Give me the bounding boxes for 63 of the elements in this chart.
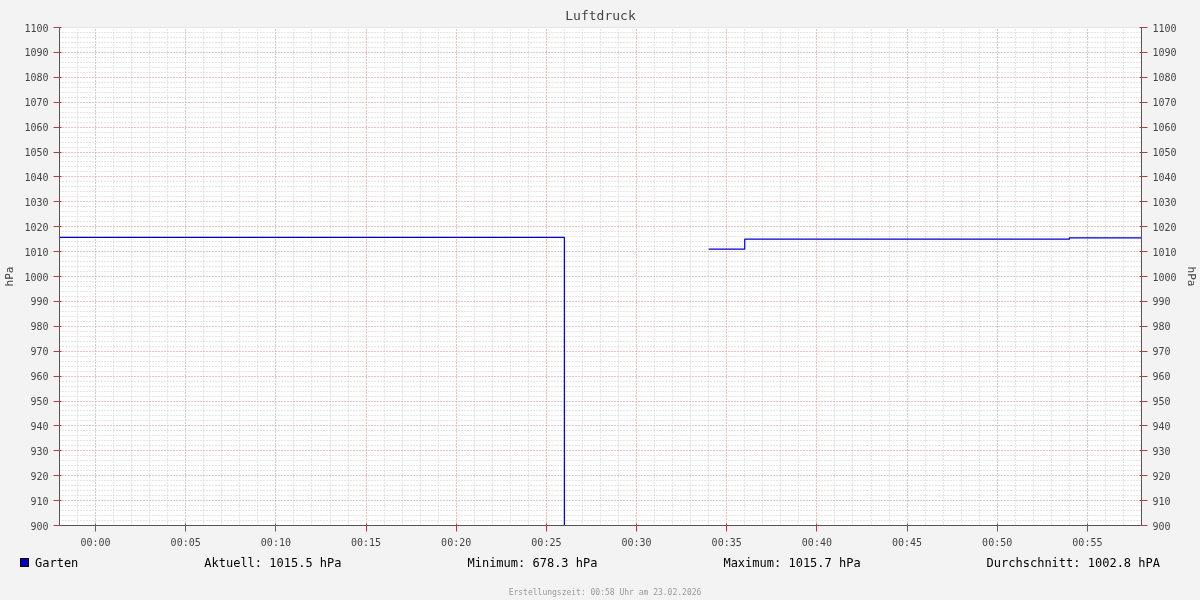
y2-tick-label: 1010 <box>1152 246 1177 258</box>
x-tick-label: 00:00 <box>80 536 111 548</box>
y2-tick-label: 1030 <box>1152 196 1177 208</box>
y2-tick-label: 1040 <box>1152 171 1177 183</box>
x-tick-label: 00:35 <box>711 536 742 548</box>
y-tick-label: 1030 <box>24 196 49 208</box>
y-tick-label: 1060 <box>24 122 49 134</box>
x-tick-label: 00:05 <box>170 536 201 548</box>
y2-tick-label: 1100 <box>1152 22 1177 34</box>
x-tick-label: 00:20 <box>441 536 472 548</box>
x-tick-label: 00:10 <box>260 536 291 548</box>
y-tick-label: 1040 <box>24 171 49 183</box>
y2-tick-label: 1020 <box>1152 221 1177 233</box>
text: Aktuell: 1015.5 hPa <box>204 555 342 572</box>
y2-tick-label: 930 <box>1152 445 1171 457</box>
y-tick-label: 1090 <box>24 47 49 59</box>
y2-tick-label: 950 <box>1152 396 1171 407</box>
y-axis-title: hPa <box>3 266 17 287</box>
y2-tick-label: 1070 <box>1152 97 1177 109</box>
y-tick-label: 1100 <box>24 22 49 34</box>
y-tick-label: 1010 <box>24 246 49 258</box>
chart-title: Luftdruck <box>565 7 636 23</box>
y-tick-label: 980 <box>30 321 49 333</box>
y2-tick-label: 1050 <box>1152 147 1177 158</box>
x-tick-label: 00:40 <box>801 536 832 548</box>
y-tick-label: 1070 <box>24 97 49 109</box>
y-tick-label: 1000 <box>24 271 49 283</box>
y-tick-label: 920 <box>30 470 49 482</box>
x-tick-label: 00:45 <box>891 536 923 548</box>
text: Erstellungszeit: 00:58 Uhr am 23.02.2026 <box>507 587 703 599</box>
y2-tick-label: 990 <box>1152 296 1171 308</box>
y2-tick-label: 920 <box>1152 470 1171 482</box>
y2-tick-label: 960 <box>1152 371 1171 383</box>
y-tick-label: 960 <box>30 371 49 383</box>
y2-tick-label: 1060 <box>1152 122 1177 134</box>
y-tick-label: 1020 <box>24 221 49 233</box>
x-tick-label: 00:50 <box>982 536 1013 548</box>
y-tick-label: 950 <box>30 396 49 407</box>
y-tick-label: 930 <box>30 445 49 457</box>
y-tick-label: 1050 <box>24 147 49 158</box>
y-tick-label: 1080 <box>24 72 49 84</box>
x-tick-label: 00:30 <box>621 536 652 548</box>
y2-tick-label: 970 <box>1152 346 1171 358</box>
text: Minimum: 678.3 hPa <box>467 555 598 572</box>
y-tick-label: 970 <box>30 346 49 358</box>
y2-tick-label: 910 <box>1152 495 1171 507</box>
y-tick-label: 910 <box>30 495 49 507</box>
y2-tick-label: 1080 <box>1152 72 1177 84</box>
y-tick-label: 900 <box>30 520 49 532</box>
x-tick-label: 00:55 <box>1072 536 1103 548</box>
y2-tick-label: 940 <box>1152 420 1171 432</box>
x-tick-label: 00:15 <box>350 536 382 548</box>
y2-tick-label: 1000 <box>1152 271 1177 283</box>
y2-tick-label: 900 <box>1152 520 1171 532</box>
y-tick-label: 990 <box>30 296 49 308</box>
x-tick-label: 00:25 <box>531 536 562 548</box>
y-tick-label: 940 <box>30 420 49 432</box>
y2-tick-label: 1090 <box>1152 47 1177 59</box>
y2-tick-label: 980 <box>1152 321 1171 333</box>
text: Durchschnitt: 1002.8 hPA <box>986 555 1160 572</box>
legend-label: Garten <box>34 555 79 572</box>
y2-axis-title: hPa <box>1184 266 1198 287</box>
text: Maximum: 1015.7 hPa <box>723 555 861 572</box>
